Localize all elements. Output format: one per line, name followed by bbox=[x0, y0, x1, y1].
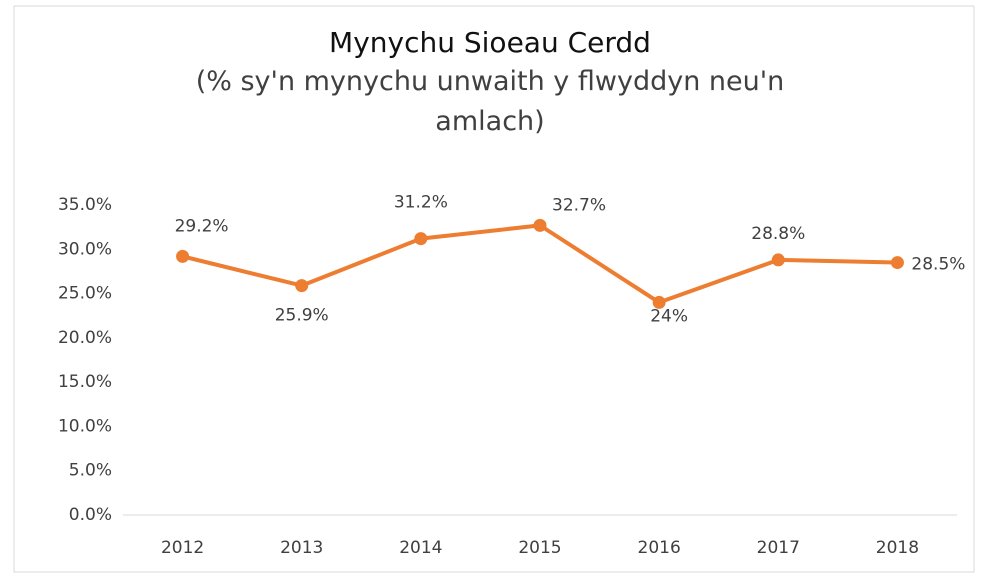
x-tick-label: 2016 bbox=[638, 538, 681, 558]
chart-title: Mynychu Sioeau Cerdd bbox=[329, 26, 651, 59]
y-tick-label: 25.0% bbox=[58, 284, 112, 304]
chart-header: Mynychu Sioeau Cerdd (% sy'n mynychu unw… bbox=[150, 24, 830, 142]
y-tick-label: 5.0% bbox=[69, 461, 112, 481]
data-point bbox=[414, 232, 428, 246]
x-tick-label: 2012 bbox=[161, 538, 204, 558]
x-tick-label: 2015 bbox=[518, 538, 561, 558]
data-label: 28.5% bbox=[911, 255, 965, 275]
y-tick-label: 15.0% bbox=[58, 372, 112, 392]
x-tick-label: 2018 bbox=[876, 538, 919, 558]
data-label: 32.7% bbox=[552, 195, 606, 215]
data-point bbox=[295, 279, 309, 293]
y-tick-label: 35.0% bbox=[58, 195, 112, 215]
y-tick-label: 10.0% bbox=[58, 416, 112, 436]
data-point bbox=[533, 218, 547, 232]
data-point bbox=[176, 249, 190, 263]
y-tick-label: 20.0% bbox=[58, 328, 112, 348]
data-point bbox=[890, 256, 904, 270]
data-label: 28.8% bbox=[751, 224, 805, 244]
y-tick-label: 0.0% bbox=[69, 505, 112, 525]
x-tick-label: 2017 bbox=[757, 538, 800, 558]
y-tick-label: 30.0% bbox=[58, 239, 112, 259]
chart-subtitle: (% sy'n mynychu unwaith y flwyddyn neu'n… bbox=[195, 66, 785, 137]
data-label: 29.2% bbox=[175, 216, 229, 236]
data-label: 24% bbox=[650, 306, 688, 326]
x-tick-label: 2013 bbox=[280, 538, 323, 558]
data-label: 31.2% bbox=[394, 193, 448, 213]
data-point bbox=[652, 295, 666, 309]
x-tick-label: 2014 bbox=[399, 538, 442, 558]
data-point bbox=[771, 253, 785, 267]
data-label: 25.9% bbox=[275, 306, 329, 326]
chart-border bbox=[13, 5, 975, 573]
